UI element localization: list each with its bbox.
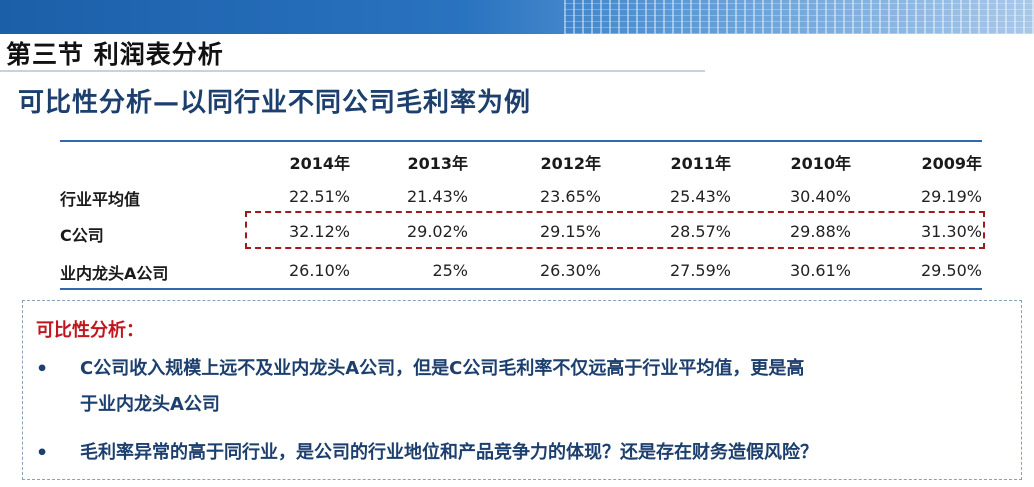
analysis-point-line: 毛利率异常的高于同行业，是公司的行业地位和产品竞争力的体现？还是存在财务造假风险… [80,442,818,463]
table-cell: 30.40% [789,187,851,206]
year-header: 2013年 [407,154,468,173]
table-cell: 22.51% [288,187,350,206]
table-cell: 21.43% [406,187,468,206]
table-cell: 25% [432,261,468,280]
table-cell: 29.19% [920,187,982,206]
analysis-note-title: 可比性分析： [36,320,144,341]
row-label: C公司 [60,226,104,245]
title-divider [0,70,705,72]
table-cell: 27.59% [669,261,731,280]
analysis-point: C公司收入规模上远不及业内龙头A公司，但是C公司毛利率不仅远高于行业平均值，更是… [80,351,1010,423]
bullet-icon: • [36,358,49,380]
analysis-point-line: 于业内龙头A公司 [80,394,220,415]
banner-building-graphic [564,0,1034,34]
table-cell: 32.12% [288,222,350,241]
table-cell: 26.10% [288,261,350,280]
year-header: 2011年 [670,154,731,173]
table-cell: 23.65% [539,187,601,206]
slide-subtitle: 可比性分析—以同行业不同公司毛利率为例 [18,88,532,118]
table-cell: 26.30% [539,261,601,280]
table-cell: 29.88% [789,222,851,241]
analysis-point-line: C公司收入规模上远不及业内龙头A公司，但是C公司毛利率不仅远高于行业平均值，更是… [80,358,805,379]
analysis-point: 毛利率异常的高于同行业，是公司的行业地位和产品竞争力的体现？还是存在财务造假风险… [80,435,1020,471]
year-header: 2012年 [540,154,601,173]
section-title: 第三节 利润表分析 [6,40,224,69]
row-label: 行业平均值 [60,190,141,209]
year-header: 2014年 [289,154,350,173]
table-top-rule [60,140,982,142]
top-banner [0,0,1034,34]
table-cell: 30.61% [789,261,851,280]
table-bottom-rule [60,288,982,290]
c-company-highlight-box [245,211,985,249]
analysis-note-box [22,300,1022,480]
row-label: 业内龙头A公司 [60,264,169,283]
year-header: 2010年 [790,154,851,173]
table-cell: 28.57% [669,222,731,241]
table-cell: 29.15% [539,222,601,241]
table-cell: 29.02% [406,222,468,241]
bullet-icon: • [36,442,49,464]
table-cell: 25.43% [669,187,731,206]
table-cell: 31.30% [920,222,982,241]
year-header: 2009年 [921,154,982,173]
table-cell: 29.50% [920,261,982,280]
